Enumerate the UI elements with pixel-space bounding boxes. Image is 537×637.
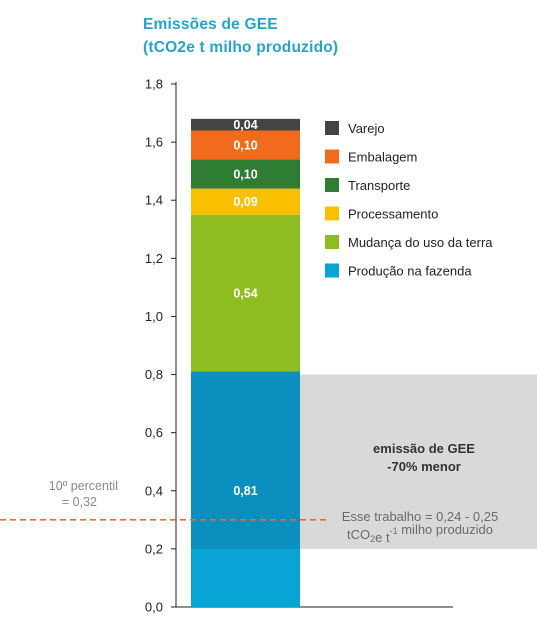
- bar-segment: [191, 159, 300, 189]
- bar-segment: [191, 130, 300, 160]
- legend-label: Produção na fazenda: [348, 264, 472, 279]
- unit-text: e t: [375, 530, 390, 545]
- data-label: 0,09: [233, 195, 257, 209]
- percentile-label-line1: 10º percentil: [49, 479, 118, 493]
- bar-segment: [191, 188, 300, 215]
- y-tick-label: 0,8: [145, 367, 163, 382]
- unit-text: 2: [370, 534, 375, 544]
- data-label: 0,10: [233, 168, 257, 182]
- bar-reduction-overlay: [191, 371, 300, 549]
- reduction-title-line1: emissão de GEE: [373, 441, 475, 456]
- chart-title-line2: (tCO2e t milho produzido): [143, 39, 339, 56]
- legend-label: Embalagem: [348, 150, 417, 165]
- data-label: 0,54: [233, 287, 257, 301]
- y-tick-label: 1,8: [145, 77, 163, 92]
- unit-text: -1: [390, 526, 398, 536]
- legend-swatch: [325, 263, 339, 278]
- legend-swatch: [325, 206, 339, 221]
- reduction-note-line2: tCO2e t-1 milho produzido: [347, 522, 493, 545]
- legend-label: Transporte: [348, 178, 410, 193]
- percentile-label-line2: = 0,32: [62, 495, 97, 509]
- y-tick-label: 1,4: [145, 193, 163, 208]
- legend-label: Mudança do uso da terra: [348, 235, 493, 250]
- data-label: 0,04: [233, 118, 257, 132]
- y-tick-label: 1,6: [145, 135, 163, 150]
- reduction-title-line2: -70% menor: [387, 459, 461, 474]
- reduction-note-line1: Esse trabalho = 0,24 - 0,25: [342, 509, 498, 524]
- bar-segment: [191, 118, 300, 131]
- unit-text: tCO: [347, 527, 370, 542]
- legend-label: Processamento: [348, 207, 438, 222]
- y-tick-label: 1,0: [145, 309, 163, 324]
- unit-text: milho produzido: [398, 522, 493, 537]
- legend-label: Varejo: [348, 121, 385, 136]
- y-tick-label: 0,6: [145, 425, 163, 440]
- y-tick-label: 0,4: [145, 483, 163, 498]
- y-tick-label: 0,2: [145, 541, 163, 556]
- legend-swatch: [325, 178, 339, 192]
- data-label: 0,10: [233, 139, 257, 153]
- y-tick-label: 0,0: [145, 600, 163, 615]
- data-label: 0,81: [233, 484, 257, 498]
- y-tick-label: 1,2: [145, 251, 163, 266]
- chart-title-line1: Emissões de GEE: [143, 16, 278, 33]
- legend-swatch: [325, 121, 339, 135]
- legend-swatch: [325, 149, 339, 164]
- bar-segment: [191, 214, 300, 372]
- legend-swatch: [325, 235, 339, 249]
